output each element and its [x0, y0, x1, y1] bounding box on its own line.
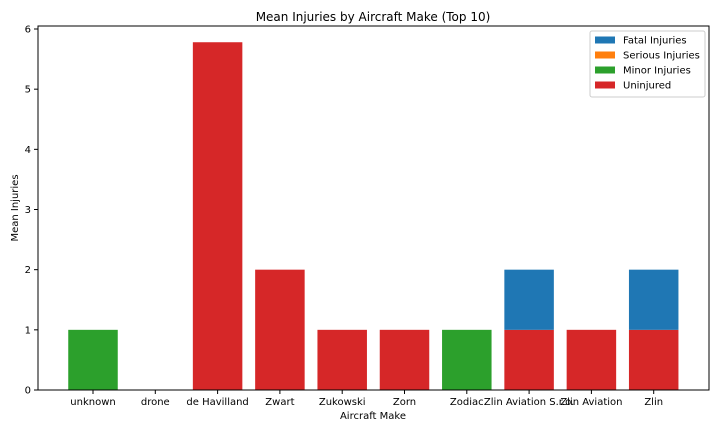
bar-uninjured-3	[255, 269, 305, 390]
legend-swatch-serious-injuries	[595, 51, 615, 59]
y-tick-label: 1	[25, 325, 31, 336]
legend: Fatal Injuries Serious Injuries Minor Inju…	[589, 30, 706, 98]
y-tick-label: 3	[25, 205, 31, 216]
x-tick-label: Zukowski	[319, 397, 366, 408]
x-tick-label: Zlin Aviation	[560, 397, 622, 408]
bar-fatal-injuries-7	[504, 269, 554, 330]
x-axis: unknown drone de Havilland Zwart Zukowski Zor…	[70, 390, 663, 408]
y-tick-label: 4	[25, 145, 31, 156]
bar-uninjured-2	[192, 42, 243, 391]
x-tick-label: Zorn	[393, 397, 416, 408]
x-axis-label: Aircraft Make	[340, 411, 406, 422]
bar-uninjured-7	[504, 329, 554, 390]
y-axis-label: Mean Injuries	[10, 174, 21, 241]
x-tick-label: unknown	[70, 397, 115, 408]
legend-swatch-fatal-injuries	[595, 36, 615, 44]
legend-swatch-minor-injuries	[595, 66, 615, 74]
chart-title: Mean Injuries by Aircraft Make (Top 10)	[256, 10, 491, 24]
bar-uninjured-4	[317, 329, 367, 390]
x-tick-label: Zlin Aviation S.r.o.	[484, 397, 574, 408]
y-tick-label: 2	[25, 265, 31, 276]
bar-uninjured-8	[566, 329, 617, 390]
y-tick-label: 6	[25, 25, 31, 36]
bar-uninjured-9	[628, 329, 679, 390]
legend-swatch-uninjured	[595, 81, 615, 89]
x-tick-label: Zodiac	[450, 397, 484, 408]
x-tick-label: drone	[141, 397, 170, 408]
bar-uninjured-5	[379, 329, 430, 390]
bars-group	[68, 42, 679, 391]
y-axis: 0 1 2 3 4 5 6	[25, 25, 38, 397]
bar-fatal-injuries-9	[628, 269, 679, 330]
legend-label: Serious Injuries	[623, 51, 700, 62]
y-tick-label: 5	[25, 85, 31, 96]
y-tick-label: 0	[25, 386, 31, 397]
plot-frame	[37, 25, 710, 391]
x-tick-label: de Havilland	[186, 397, 248, 408]
legend-label: Minor Injuries	[623, 66, 691, 77]
x-tick-label: Zwart	[265, 397, 294, 408]
x-tick-label: Zlin	[644, 397, 663, 408]
bar-minor-injuries-0	[68, 329, 118, 390]
legend-label: Uninjured	[623, 81, 671, 92]
legend-label: Fatal Injuries	[623, 36, 687, 47]
bar-minor-injuries-6	[442, 329, 492, 390]
legend-frame	[589, 30, 706, 98]
